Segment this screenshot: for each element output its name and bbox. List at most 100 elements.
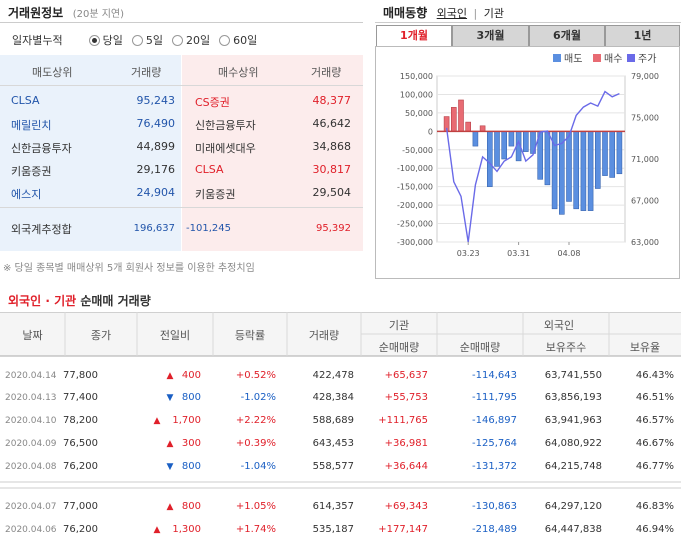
- legend-buy-label: 매수: [604, 53, 622, 65]
- row-rate: +2.22%: [235, 415, 276, 426]
- buy-broker-name[interactable]: 미래에셋대우: [195, 142, 256, 155]
- row-volume: 428,384: [312, 392, 354, 403]
- sell-broker-name[interactable]: 신한금융투자: [11, 142, 72, 155]
- row-rate: -1.04%: [240, 461, 276, 472]
- row-rate: +0.39%: [235, 438, 276, 449]
- y-left-tick: -300,000: [397, 238, 433, 247]
- net-bar: [494, 131, 500, 167]
- net-bar: [472, 131, 479, 147]
- buy-broker-name[interactable]: 신한금융투자: [195, 119, 256, 132]
- tab-1month[interactable]: 1개월: [376, 25, 452, 47]
- row-change: 800: [181, 501, 201, 512]
- link-institution[interactable]: 기관: [483, 7, 505, 20]
- radio-icon[interactable]: [88, 34, 100, 46]
- tab-3month[interactable]: 3개월: [452, 25, 529, 47]
- col-change: 전일비: [159, 329, 191, 342]
- row-inst-net: +69,343: [384, 501, 428, 512]
- period-radio-60d[interactable]: 60일: [219, 32, 257, 48]
- buy-broker-name[interactable]: CLSA: [195, 163, 224, 176]
- tab-6month[interactable]: 6개월: [529, 25, 605, 47]
- delay-note: (20분 지연): [72, 9, 125, 20]
- row-volume: 558,577: [312, 461, 354, 472]
- trade-info-title: 거래원정보: [8, 6, 64, 20]
- row-volume: 588,689: [312, 415, 354, 426]
- col-holding: 보유주수: [545, 341, 587, 354]
- legend-buy-swatch: [593, 54, 601, 62]
- sell-broker-name[interactable]: 키움증권: [11, 165, 52, 178]
- period-radio-5d[interactable]: 5일: [131, 32, 163, 48]
- row-foreign-net: -146,897: [472, 415, 517, 426]
- row-rate: +1.74%: [235, 524, 276, 535]
- col-rate: 등락률: [234, 329, 266, 342]
- row-holding: 64,447,838: [544, 524, 602, 535]
- buy-top-header: 매수상위: [218, 66, 259, 79]
- row-close: 78,200: [63, 415, 98, 426]
- col-volume: 거래량: [308, 329, 340, 342]
- row-date: 2020.04.09: [5, 439, 57, 449]
- row-change: 1,300: [172, 524, 201, 535]
- sell-volume-header: 거래량: [131, 66, 162, 79]
- sell-broker-volume: 29,176: [136, 163, 176, 176]
- row-close: 76,200: [63, 461, 98, 472]
- col-date: 날짜: [22, 329, 43, 342]
- buy-broker-name[interactable]: CS증권: [195, 96, 230, 109]
- row-rate: +1.05%: [235, 501, 276, 512]
- arrow-up-icon: ▲: [166, 439, 174, 449]
- row-holding-ratio: 46.77%: [635, 461, 674, 472]
- foreign-total-buy: 95,392: [316, 223, 351, 234]
- y-left-tick: 0: [428, 127, 433, 136]
- row-change: 400: [181, 370, 201, 381]
- row-holding: 64,297,120: [544, 501, 602, 512]
- row-inst-net: +177,147: [378, 524, 428, 535]
- buy-broker-volume: 34,868: [312, 140, 352, 153]
- buy-broker-name[interactable]: 키움증권: [195, 188, 236, 201]
- row-holding: 64,080,922: [544, 438, 602, 449]
- link-foreign[interactable]: 외국인: [436, 7, 468, 20]
- row-close: 77,800: [63, 370, 98, 381]
- row-holding: 63,741,550: [544, 370, 602, 381]
- trade-info-header: 거래원정보 (20분 지연): [8, 4, 124, 21]
- legend-sell-swatch: [553, 54, 561, 62]
- row-change: 300: [181, 438, 201, 449]
- row-date: 2020.04.10: [5, 416, 57, 426]
- arrow-down-icon: ▼: [166, 462, 174, 472]
- x-label: 03.23: [457, 249, 480, 258]
- group-foreign: 외국인: [543, 319, 575, 332]
- radio-icon[interactable]: [171, 34, 183, 46]
- sell-broker-name[interactable]: CLSA: [11, 94, 40, 107]
- radio-icon[interactable]: [131, 34, 143, 46]
- y-left-tick: 50,000: [405, 109, 433, 118]
- row-rate: +0.52%: [235, 370, 276, 381]
- radio-icon[interactable]: [219, 34, 231, 46]
- net-bar: [501, 131, 507, 160]
- tab-1year[interactable]: 1년: [605, 25, 680, 47]
- net-trade-title: 외국인 · 기관 순매매 거래량: [8, 292, 151, 309]
- sell-broker-name[interactable]: 에스지: [11, 188, 42, 201]
- net-bar: [487, 131, 493, 187]
- net-trade-title-foreign: 외국인: [8, 294, 42, 308]
- y-right-tick: 71,000: [631, 155, 659, 164]
- row-date: 2020.04.07: [5, 502, 57, 512]
- row-date: 2020.04.08: [5, 462, 57, 472]
- sell-broker-volume: 95,243: [136, 94, 176, 107]
- net-bar: [566, 131, 572, 202]
- y-left-tick: -150,000: [397, 183, 433, 192]
- row-foreign-net: -218,489: [472, 524, 517, 535]
- row-volume: 643,453: [312, 438, 354, 449]
- net-trade-title-inst: 기관: [54, 294, 77, 308]
- buy-broker-volume: 46,642: [312, 117, 352, 130]
- group-institution: 기관: [388, 319, 410, 332]
- row-inst-net: +36,981: [384, 438, 428, 449]
- period-radio-20d[interactable]: 20일: [171, 32, 210, 48]
- row-foreign-net: -131,372: [472, 461, 517, 472]
- arrow-up-icon: ▲: [166, 502, 174, 512]
- foreign-total-label: 외국계추정합: [11, 223, 72, 236]
- net-bar: [508, 131, 515, 147]
- net-bar: [544, 131, 551, 186]
- sell-broker-name[interactable]: 메릴린치: [11, 119, 52, 132]
- row-holding-ratio: 46.67%: [635, 438, 674, 449]
- row-inst-net: +65,637: [384, 370, 428, 381]
- trend-chart-frame: [375, 46, 680, 279]
- y-left-tick: 150,000: [400, 72, 433, 81]
- period-radio-today[interactable]: 당일: [88, 32, 123, 48]
